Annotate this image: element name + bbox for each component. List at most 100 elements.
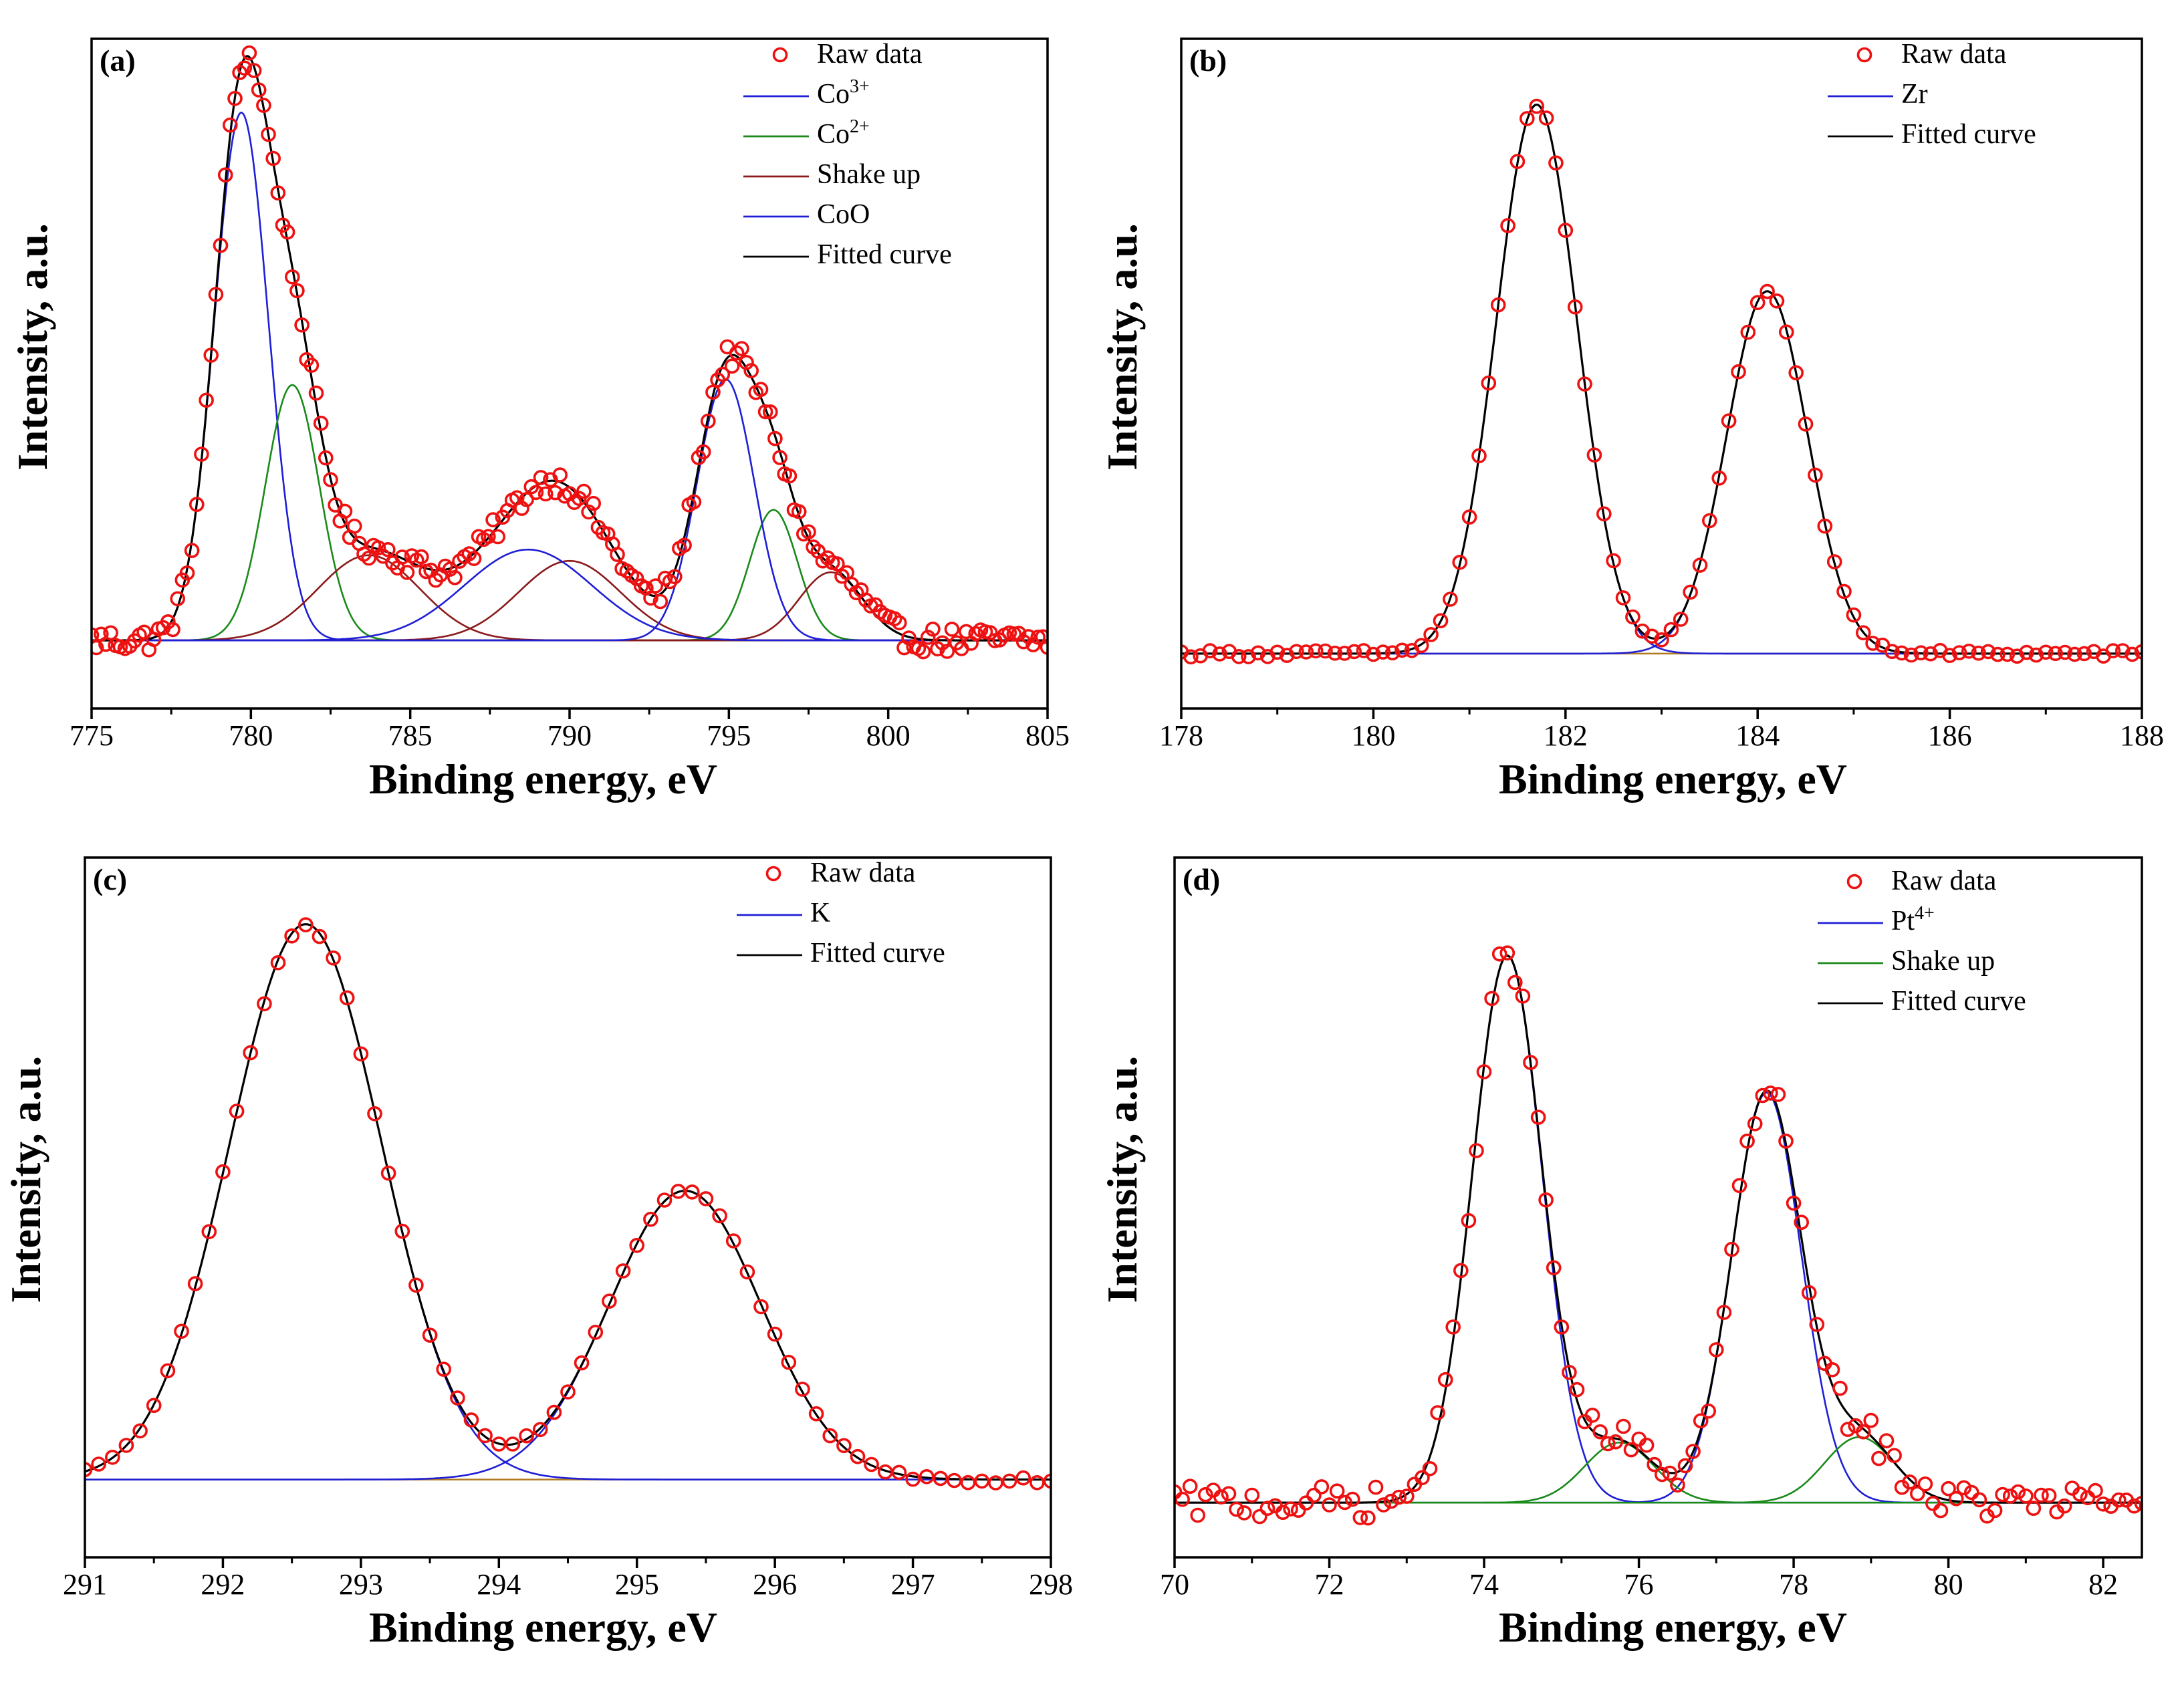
raw-data-point: [1577, 376, 1592, 392]
raw-data-point: [463, 1412, 479, 1428]
raw-data-point: [1430, 1405, 1445, 1420]
raw-data-point: [974, 1473, 990, 1489]
raw-data-point: [1662, 1465, 1678, 1481]
raw-data-point: [1826, 554, 1842, 569]
raw-data-point: [763, 404, 778, 420]
raw-data-point: [241, 45, 257, 61]
raw-data-point: [265, 150, 281, 166]
raw-data-point: [1990, 646, 2006, 662]
raw-data-point: [2095, 1497, 2111, 1512]
x-tick-label: 297: [891, 1568, 935, 1601]
x-axis-title: Binding energy, eV: [1499, 755, 1847, 803]
raw-data-point: [772, 450, 787, 465]
raw-data-point: [1913, 645, 1929, 661]
raw-data-point: [1346, 644, 1362, 660]
raw-data-point: [2072, 1486, 2088, 1502]
raw-data-point: [1817, 518, 1833, 534]
raw-data-point: [1586, 447, 1602, 463]
raw-data-point: [213, 237, 229, 253]
raw-data-point: [519, 492, 534, 507]
raw-data-point: [270, 185, 286, 201]
raw-data-point: [422, 1327, 438, 1343]
raw-data-point: [1809, 1317, 1825, 1332]
raw-data-point: [988, 1475, 1003, 1490]
raw-data-point: [533, 470, 549, 485]
raw-data-point: [1509, 154, 1526, 169]
raw-data-point: [1366, 646, 1381, 662]
x-tick-label: 294: [477, 1568, 521, 1601]
raw-data-point: [1453, 1263, 1469, 1279]
raw-data-point: [2134, 644, 2142, 660]
raw-data-point: [1001, 1473, 1017, 1489]
raw-data-point: [925, 621, 941, 637]
raw-data-point: [1871, 1450, 1887, 1466]
raw-data-point: [1685, 1444, 1701, 1459]
raw-data-point: [1423, 627, 1439, 642]
raw-data-point: [92, 640, 104, 656]
raw-data-point: [1259, 1501, 1276, 1516]
raw-data-point: [519, 1428, 534, 1444]
raw-data-point: [610, 547, 625, 562]
legend-label: Co3+: [817, 76, 870, 110]
x-tick-label: 74: [1469, 1568, 1499, 1601]
raw-data-point: [1437, 1372, 1453, 1388]
chart-panel-3: 291 292 293 294 295 296 297 298 Binding energy, …: [2, 856, 1073, 1651]
raw-data-point: [1344, 1491, 1360, 1507]
raw-data-point: [1902, 1474, 1917, 1490]
raw-data-point: [1724, 1241, 1739, 1257]
x-tick-label: 70: [1160, 1568, 1189, 1601]
raw-data-point: [394, 549, 410, 565]
legend-marker: [765, 866, 781, 882]
legend-label: Raw data: [810, 858, 916, 888]
raw-data-point: [686, 494, 702, 510]
raw-data-point: [1794, 1214, 1809, 1230]
raw-data-point: [1025, 637, 1041, 652]
raw-data-point: [734, 341, 749, 356]
raw-data-point: [588, 1325, 604, 1340]
raw-data-point: [1608, 1434, 1624, 1450]
raw-data-point: [217, 167, 233, 183]
raw-data-point: [1244, 1487, 1260, 1503]
raw-data-point: [1567, 299, 1583, 315]
raw-data-point: [1329, 1483, 1345, 1499]
raw-data-point: [187, 1276, 203, 1291]
x-tick-label: 293: [339, 1568, 383, 1601]
raw-data-point: [174, 1323, 189, 1339]
legend-label: CoO: [817, 199, 870, 230]
raw-data-point: [2048, 646, 2063, 662]
x-tick-label: 80: [1934, 1568, 1963, 1601]
raw-data-point: [920, 630, 936, 645]
plot-frame: [1173, 856, 2143, 1559]
raw-data-point: [246, 63, 262, 78]
raw-data-point: [1452, 554, 1467, 570]
raw-data-point: [892, 615, 907, 631]
raw-data-point: [791, 504, 807, 519]
x-tick-label: 805: [1025, 719, 1070, 752]
raw-data-point: [801, 524, 816, 540]
raw-data-point: [1951, 645, 1967, 660]
raw-data-point: [1740, 324, 1756, 340]
raw-data-point: [308, 385, 324, 401]
raw-data-point: [1229, 1501, 1244, 1517]
raw-data-point: [1639, 1438, 1655, 1453]
raw-data-point: [1865, 636, 1880, 651]
raw-data-point: [1298, 1495, 1314, 1511]
raw-data-point: [1283, 1501, 1298, 1517]
raw-data-point: [548, 485, 563, 501]
raw-data-point: [1824, 1362, 1840, 1378]
raw-data-point: [261, 126, 276, 142]
raw-data-point: [808, 1406, 824, 1422]
raw-data-point: [232, 65, 247, 80]
raw-data-point: [461, 546, 477, 561]
raw-data-point: [1306, 1487, 1322, 1503]
raw-data-point: [466, 551, 482, 566]
raw-data-point: [105, 1450, 120, 1465]
raw-data-point: [2088, 1482, 2103, 1499]
raw-data-point: [947, 1472, 962, 1488]
raw-data-point: [586, 495, 602, 511]
raw-data-point: [560, 1384, 576, 1400]
raw-data-point: [2067, 646, 2082, 662]
raw-data-point: [628, 571, 644, 586]
